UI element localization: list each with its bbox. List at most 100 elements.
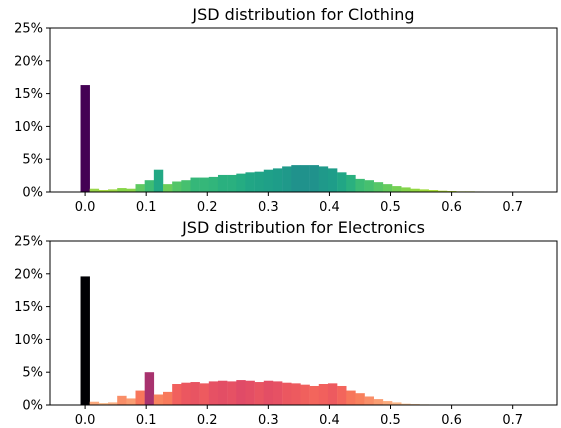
histogram-bar [227, 381, 237, 405]
histogram-bar [382, 184, 393, 192]
histogram-bar [300, 165, 310, 192]
histogram-bar [117, 188, 127, 192]
histogram-bar [236, 380, 246, 405]
histogram-bar [309, 385, 320, 405]
histogram-bar [190, 177, 200, 192]
histogram-bar [135, 390, 145, 405]
histogram-bar [190, 382, 200, 405]
histogram-bar [126, 188, 136, 192]
y-tick-label: 15% [14, 300, 43, 315]
histogram-bar [89, 188, 100, 192]
histogram-bar [245, 172, 255, 192]
histogram-bar [98, 403, 109, 405]
histogram-bar [355, 178, 365, 192]
histogram-bar [135, 184, 145, 192]
histogram-bar [108, 402, 118, 405]
histogram-bar [172, 181, 182, 192]
histogram-bar [254, 171, 265, 192]
histogram-bar [126, 398, 136, 405]
histogram-bar [318, 384, 329, 405]
chart-title: JSD distribution for Electronics [181, 218, 425, 237]
histogram-bar [327, 383, 338, 405]
histogram-bar [291, 165, 301, 192]
histogram-bar [282, 382, 292, 405]
y-tick-label: 20% [14, 54, 43, 69]
y-tick-label: 25% [14, 235, 43, 250]
histogram-bar [392, 402, 402, 405]
y-tick-label: 10% [14, 120, 43, 135]
histogram-bar [80, 276, 90, 405]
histogram-bar [263, 380, 274, 405]
histogram-bar [144, 180, 155, 192]
histogram-bar [153, 169, 164, 192]
histogram-bar [392, 186, 402, 192]
y-tick-label: 15% [14, 87, 43, 102]
x-tick-label: 0.7 [502, 413, 523, 428]
histogram-bar [282, 166, 292, 192]
histogram-bar [163, 391, 173, 405]
histogram-bar [419, 189, 429, 192]
histogram-bar [245, 380, 255, 405]
histogram-bar [108, 189, 118, 192]
histogram-bar [163, 184, 173, 192]
y-tick-label: 0% [22, 186, 43, 201]
x-tick-label: 0.5 [380, 200, 401, 215]
y-tick-label: 20% [14, 267, 43, 282]
electronics-chart-panel: JSD distribution for Electronics 0% 5% 10% 1… [14, 218, 558, 428]
x-tick-label: 0.4 [319, 413, 340, 428]
histogram-bar [318, 166, 329, 192]
histogram-bar [309, 165, 320, 192]
histogram-bar [199, 177, 210, 192]
x-tick-label: 0.7 [502, 200, 523, 215]
x-tick-label: 0.6 [441, 413, 462, 428]
histogram-bar [153, 394, 164, 405]
histogram-bar [346, 174, 356, 192]
histogram-bar [337, 172, 347, 192]
histogram-bar [80, 85, 90, 192]
histogram-bar [227, 174, 237, 192]
histogram-bar [337, 385, 347, 405]
x-tick-label: 0.6 [441, 200, 462, 215]
plot-frame [49, 27, 558, 193]
histogram-bar [217, 380, 228, 405]
histogram-bar [364, 396, 374, 405]
histogram-bar [291, 383, 301, 405]
histogram-bar [437, 190, 448, 192]
x-tick-label: 0.1 [136, 200, 157, 215]
histogram-bar [300, 384, 310, 405]
y-tick-label: 10% [14, 333, 43, 348]
histogram-bar [272, 168, 283, 192]
x-tick-label: 0.2 [197, 413, 218, 428]
histogram-bar [401, 403, 411, 405]
histogram-bar [181, 180, 191, 192]
histogram-bar [254, 382, 265, 405]
histogram-bar [236, 173, 246, 192]
x-tick-label: 0.4 [319, 200, 340, 215]
histogram-bar [199, 383, 210, 405]
x-tick-label: 0.0 [75, 413, 96, 428]
y-tick-label: 5% [22, 366, 43, 381]
x-tick-label: 0.0 [75, 200, 96, 215]
histogram-bar [355, 393, 365, 405]
histogram-bar [382, 401, 393, 405]
y-tick-label: 25% [14, 22, 43, 37]
histogram-bar [428, 190, 439, 192]
histogram-bar [208, 176, 219, 192]
histogram-bar [410, 188, 420, 192]
chart-title: JSD distribution for Clothing [191, 5, 414, 24]
x-tick-label: 0.2 [197, 200, 218, 215]
x-tick-label: 0.3 [258, 200, 279, 215]
histogram-bar [172, 384, 182, 405]
histogram-bar [373, 399, 384, 405]
histogram-bar [217, 174, 228, 192]
histogram-bar [208, 381, 219, 405]
histogram-bar [263, 169, 274, 192]
x-tick-label: 0.3 [258, 413, 279, 428]
histogram-bar [401, 187, 411, 192]
histogram-bar [373, 182, 384, 192]
y-tick-label: 0% [22, 399, 43, 414]
histogram-bar [89, 401, 100, 405]
histogram-bar [327, 168, 338, 192]
histogram-bar [117, 395, 127, 405]
